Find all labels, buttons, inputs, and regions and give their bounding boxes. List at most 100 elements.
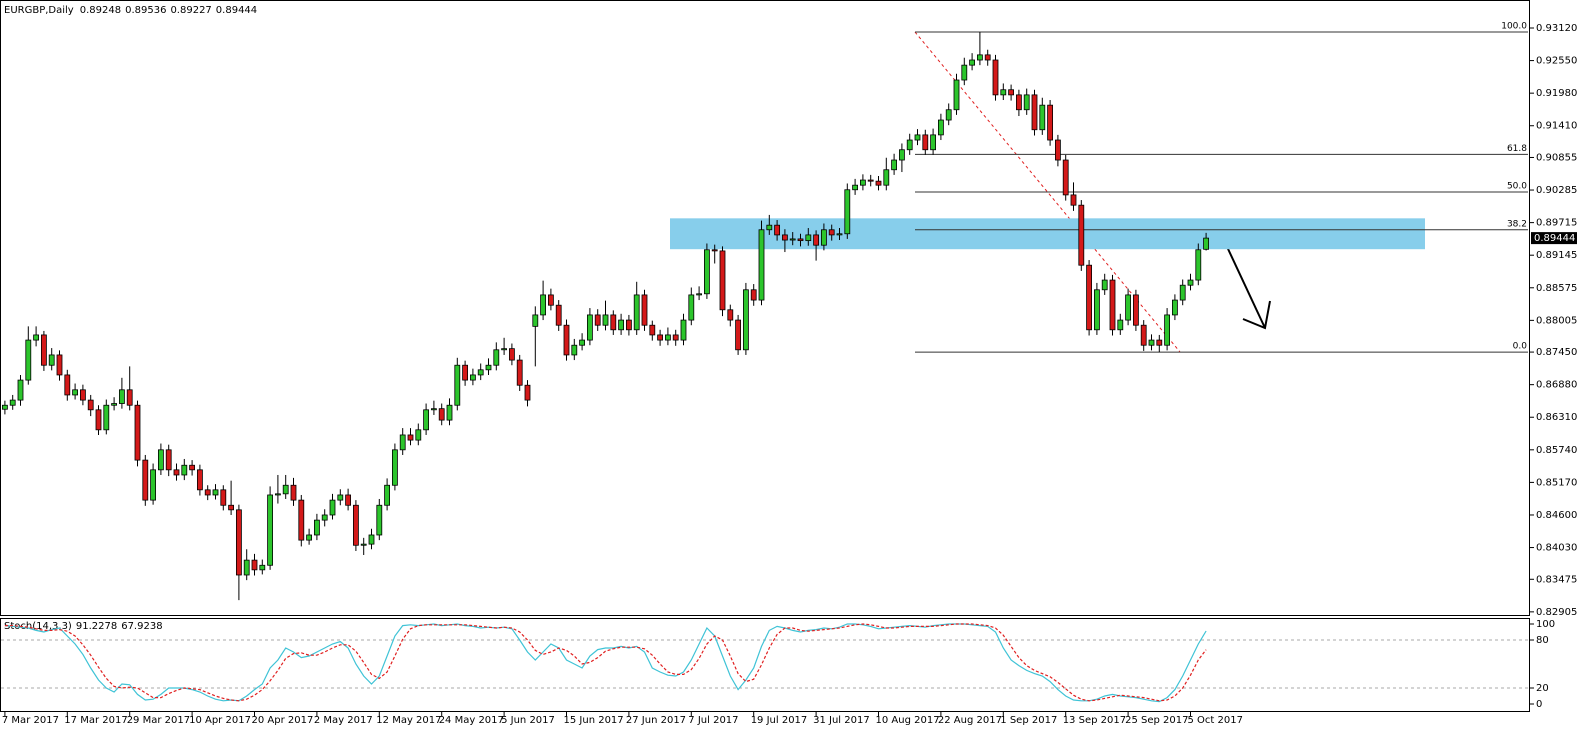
- y-tick-label: 0.88575: [1536, 283, 1577, 294]
- candle-body: [399, 434, 406, 451]
- x-tick-label: 2 May 2017: [314, 715, 373, 726]
- candle-body: [259, 564, 266, 571]
- y-tick-label: 0.84600: [1536, 510, 1577, 521]
- candle-body: [150, 469, 157, 501]
- candle-body: [914, 134, 921, 141]
- candle-body: [189, 464, 196, 471]
- symbol: EURGBP,Daily: [4, 5, 74, 16]
- candle-body: [906, 139, 913, 151]
- candle-body: [852, 184, 858, 191]
- candle-body: [1156, 339, 1163, 346]
- candle-body: [750, 289, 757, 301]
- candle-body: [563, 324, 570, 356]
- x-tick-label: 19 Jul 2017: [751, 715, 808, 726]
- stoch-line: [4, 623, 1207, 702]
- x-tick-label: 29 Mar 2017: [127, 715, 190, 726]
- candle-body: [711, 249, 718, 252]
- candle-body: [407, 434, 414, 441]
- candle-body: [1203, 237, 1209, 250]
- candle-body: [48, 354, 55, 366]
- price-tag-label: 0.89444: [1534, 233, 1575, 244]
- candle-body: [345, 494, 352, 506]
- candle-body: [1195, 249, 1202, 281]
- candle-body: [1008, 89, 1014, 96]
- x-tick-label: 10 Apr 2017: [189, 715, 251, 726]
- candle-body: [2, 404, 8, 410]
- candle-body: [633, 294, 640, 331]
- candle-body: [875, 180, 882, 186]
- candle-body: [391, 449, 398, 486]
- candle-body: [243, 559, 250, 576]
- candle-body: [126, 389, 133, 406]
- candle-body: [352, 504, 359, 546]
- y-tick-label: 0.91410: [1536, 121, 1577, 132]
- candle-body: [56, 354, 63, 376]
- candle-body: [977, 54, 983, 61]
- candle-body: [516, 359, 523, 386]
- candle-body: [1140, 324, 1147, 346]
- candle-body: [587, 314, 593, 341]
- candle-body: [446, 404, 453, 421]
- candle-body: [899, 149, 905, 161]
- candle-body: [1101, 279, 1108, 291]
- candle-body: [282, 484, 289, 495]
- candle-body: [376, 504, 383, 536]
- arrow-shaft: [1221, 235, 1266, 329]
- candle-body: [821, 229, 827, 246]
- last-high: 0.89536: [125, 5, 166, 16]
- candle-body: [212, 489, 219, 496]
- candle-body: [797, 238, 804, 242]
- candle-body: [571, 344, 578, 356]
- x-tick-label: 15 Jun 2017: [564, 715, 624, 726]
- candle-body: [25, 339, 32, 381]
- candle-body: [680, 319, 687, 341]
- candle-body: [969, 59, 975, 66]
- y-tick-label: 0.90855: [1536, 152, 1577, 163]
- y-tick-label: 0.86880: [1536, 380, 1577, 391]
- candle-body: [313, 519, 320, 536]
- candle-body: [984, 54, 991, 61]
- candle-body: [469, 374, 476, 381]
- candle-body: [540, 294, 546, 316]
- candle-body: [1117, 319, 1124, 331]
- candle-body: [228, 504, 235, 511]
- candle-body: [430, 408, 437, 411]
- candle-body: [438, 408, 445, 421]
- x-tick-label: 25 Sep 2017: [1125, 715, 1188, 726]
- candle-body: [204, 489, 211, 496]
- candle-body: [337, 494, 344, 501]
- d-last: 67.9238: [121, 621, 162, 632]
- candle-body: [828, 229, 835, 236]
- candle-body: [1172, 299, 1178, 316]
- candle-body: [813, 234, 819, 246]
- candle-body: [836, 233, 843, 236]
- candle-body: [555, 304, 562, 326]
- candle-body: [454, 364, 461, 406]
- x-tick-label: 7 Jul 2017: [688, 715, 738, 726]
- candle-body: [72, 389, 78, 396]
- arrow-head: [1242, 300, 1271, 330]
- candle-body: [532, 314, 539, 327]
- candle-body: [298, 499, 305, 541]
- candle-body: [1133, 294, 1139, 326]
- candle-body: [594, 314, 601, 326]
- x-tick-label: 12 May 2017: [376, 715, 441, 726]
- main-panel-frame: [0, 0, 1530, 616]
- candle-body: [508, 348, 515, 361]
- candle-body: [891, 159, 897, 171]
- k-last: 91.2278: [76, 621, 117, 632]
- candle-body: [1070, 194, 1077, 206]
- candle-body: [743, 289, 749, 351]
- candle-body: [766, 224, 773, 231]
- y-tick-label: 0.85740: [1536, 445, 1577, 456]
- x-tick-label: 5 Oct 2017: [1188, 715, 1243, 726]
- candle-body: [774, 224, 780, 236]
- last-low: 0.89227: [170, 5, 211, 16]
- candle-body: [1109, 279, 1116, 331]
- candle-body: [641, 294, 648, 326]
- candle-body: [17, 379, 24, 401]
- y-tick-label: 0.82905: [1536, 607, 1577, 618]
- candle-body: [477, 369, 484, 376]
- resistance-zone: [670, 218, 1425, 250]
